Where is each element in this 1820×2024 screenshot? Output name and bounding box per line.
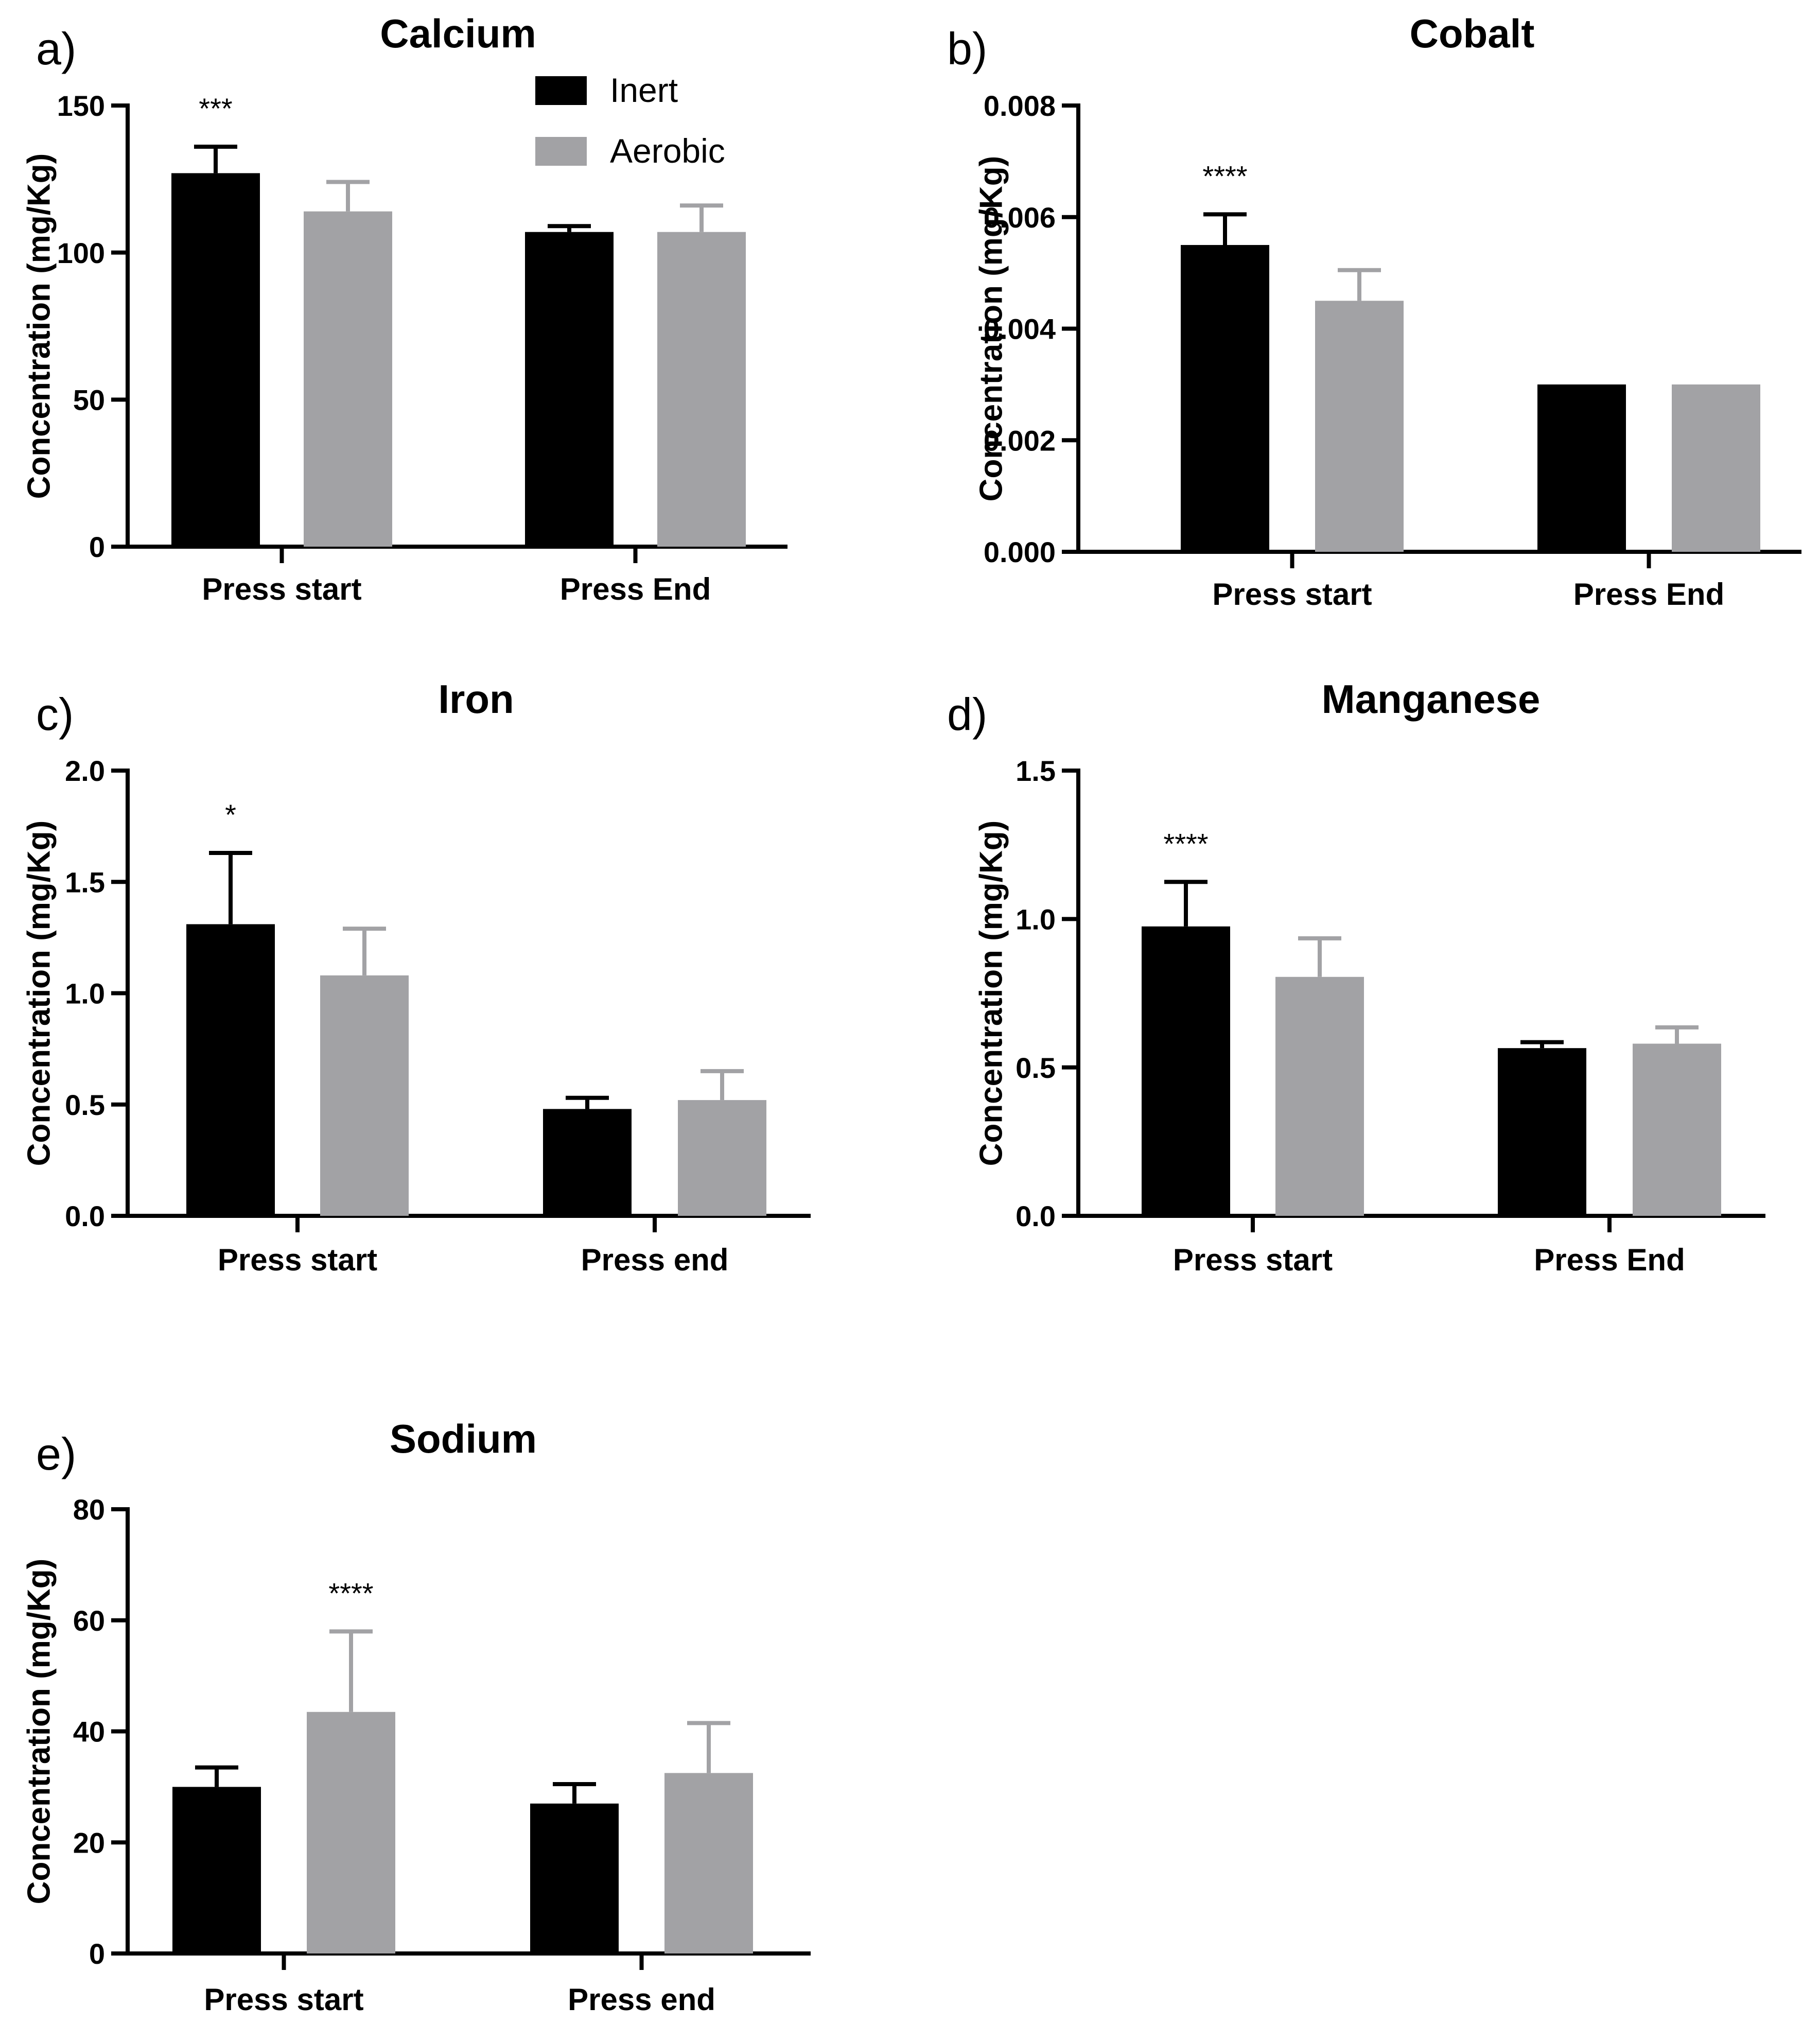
- y-tick-label: 0.0: [1016, 1200, 1056, 1232]
- x-tick-label: Press start: [202, 572, 361, 606]
- y-tick-label: 1.0: [1016, 903, 1056, 935]
- y-tick-label: 50: [73, 383, 105, 416]
- panel-label: d): [947, 689, 987, 740]
- significance-marker: ****: [1163, 827, 1208, 860]
- bar-inert-press-end: [525, 232, 614, 547]
- x-tick-label: Press end: [568, 1982, 715, 2017]
- y-tick-label: 40: [73, 1716, 105, 1748]
- y-tick-label: 0.006: [984, 201, 1056, 234]
- panel-label: c): [36, 689, 74, 740]
- y-tick-label: 1.5: [1016, 755, 1056, 787]
- y-tick-label: 0.004: [984, 313, 1056, 345]
- panel-label: b): [947, 23, 987, 74]
- significance-marker: ****: [1202, 160, 1247, 192]
- chart-panel-cobalt: b) Cobalt Concentration (mg/Kg) 0.000 0.002 0…: [947, 11, 1801, 612]
- panel-label: e): [36, 1428, 76, 1479]
- bar-aerobic-press-end: [678, 1100, 766, 1216]
- y-tick-label: 150: [57, 90, 105, 122]
- bar-aerobic-press-start: [1275, 976, 1364, 1216]
- x-tick-label: Press start: [1212, 577, 1372, 612]
- y-axis-label: Concentration (mg/Kg): [22, 153, 57, 499]
- chart-title: Sodium: [390, 1416, 537, 1461]
- chart-panel-manganese: d) Manganese Concentration (mg/Kg) 0.0 0.5 1.…: [947, 676, 1765, 1277]
- bar-aerobic-press-end: [1633, 1043, 1721, 1216]
- y-tick-label: 80: [73, 1493, 105, 1526]
- bar-aerobic-press-end: [657, 232, 746, 547]
- y-axis-label: Concentration (mg/Kg): [22, 1559, 57, 1905]
- y-tick-label: 1.0: [65, 978, 105, 1010]
- x-tick-label: Press start: [204, 1982, 363, 2017]
- y-axis-label: Concentration (mg/Kg): [974, 156, 1009, 502]
- y-tick-label: 60: [73, 1604, 105, 1637]
- bar-inert-press-start: [1181, 245, 1269, 552]
- bar-inert-press-end: [530, 1803, 619, 1953]
- y-tick-label: 0: [89, 531, 105, 563]
- significance-marker: ***: [199, 92, 232, 125]
- y-tick-label: 0.5: [65, 1089, 105, 1121]
- chart-title: Cobalt: [1410, 11, 1535, 56]
- x-tick-label: Press End: [560, 572, 711, 606]
- chart-title: Calcium: [380, 11, 536, 56]
- x-tick-label: Press start: [218, 1243, 377, 1277]
- bar-aerobic-press-start: [307, 1712, 395, 1953]
- y-tick-label: 0.5: [1016, 1052, 1056, 1084]
- chart-panel-sodium: e) Sodium Concentration (mg/Kg) 0 20 40 60 80 Pr…: [22, 1416, 811, 2017]
- bar-inert-press-end: [543, 1109, 632, 1216]
- y-tick-label: 0.008: [984, 90, 1056, 122]
- x-tick-label: Press End: [1573, 577, 1724, 612]
- y-tick-label: 2.0: [65, 755, 105, 787]
- y-tick-label: 1.5: [65, 866, 105, 898]
- bar-aerobic-press-start: [1315, 301, 1404, 552]
- bar-inert-press-start: [171, 173, 260, 547]
- bar-aerobic-press-end: [664, 1773, 753, 1953]
- y-tick-label: 0: [89, 1938, 105, 1970]
- x-tick-label: Press start: [1173, 1243, 1333, 1277]
- legend-swatch-inert: [535, 76, 587, 105]
- bar-inert-press-start: [186, 924, 275, 1216]
- legend-swatch-aerobic: [535, 137, 587, 166]
- bar-aerobic-press-start: [304, 211, 392, 547]
- y-tick-label: 0.000: [984, 536, 1056, 568]
- y-tick-label: 100: [57, 237, 105, 269]
- panel-label: a): [36, 23, 76, 74]
- chart-title: Iron: [438, 676, 514, 722]
- x-tick-label: Press end: [581, 1243, 729, 1277]
- legend: Inert Aerobic: [535, 71, 725, 170]
- bar-inert-press-end: [1537, 384, 1626, 552]
- bar-inert-press-end: [1498, 1048, 1586, 1216]
- legend-label-aerobic: Aerobic: [610, 132, 725, 170]
- chart-panel-calcium: a) Calcium Concentration (mg/Kg) 0 50 100 150 P…: [22, 11, 787, 606]
- bar-aerobic-press-end: [1672, 384, 1760, 552]
- legend-label-inert: Inert: [610, 71, 678, 109]
- significance-marker: *: [225, 798, 236, 831]
- y-tick-label: 20: [73, 1826, 105, 1859]
- bar-inert-press-start: [172, 1787, 261, 1953]
- y-axis-label: Concentration (mg/Kg): [974, 821, 1009, 1166]
- bar-inert-press-start: [1142, 926, 1230, 1216]
- x-tick-label: Press End: [1534, 1243, 1685, 1277]
- significance-marker: ****: [328, 1577, 373, 1609]
- chart-panel-iron: c) Iron Concentration (mg/Kg) 0.0 0.5 1.0 1.5 2…: [22, 676, 811, 1277]
- y-tick-label: 0.0: [65, 1200, 105, 1232]
- y-tick-label: 0.002: [984, 424, 1056, 457]
- bar-aerobic-press-start: [320, 975, 409, 1216]
- chart-title: Manganese: [1322, 676, 1541, 722]
- y-axis-label: Concentration (mg/Kg): [22, 821, 57, 1166]
